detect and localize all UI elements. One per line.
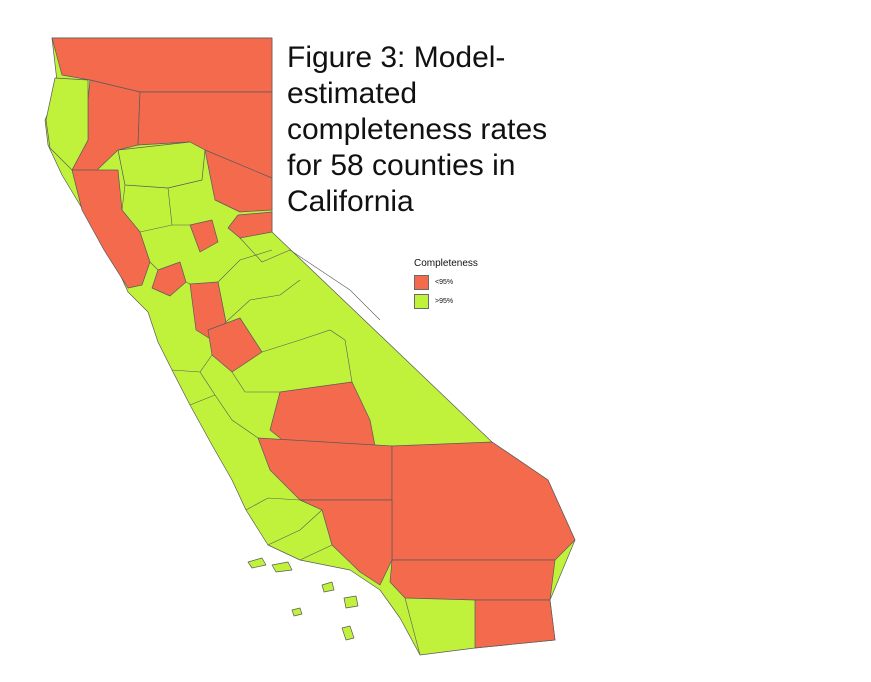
legend-title: Completeness	[414, 258, 478, 269]
county-los-angeles	[299, 499, 393, 586]
island-3	[321, 581, 335, 593]
legend-label-low: <95%	[435, 279, 454, 286]
legend-item-high: >95%	[414, 292, 478, 311]
legend-swatch-low	[414, 275, 429, 290]
county-tehama-glenn	[117, 141, 206, 189]
legend-swatch-high	[414, 294, 429, 309]
island-1	[247, 557, 267, 569]
island-5	[291, 607, 303, 617]
county-mendocino-sonoma	[71, 169, 151, 289]
legend-label-high: >95%	[435, 298, 454, 305]
county-stanislaus	[207, 317, 263, 373]
island-2	[271, 561, 293, 573]
county-nevada-placer	[227, 211, 273, 239]
legend-item-low: <95%	[414, 273, 478, 292]
county-san-bernardino	[391, 441, 576, 561]
county-boundaries	[121, 184, 421, 656]
county-riverside	[389, 559, 556, 601]
island-6	[341, 625, 355, 641]
county-imperial	[474, 599, 556, 649]
island-4	[343, 595, 359, 609]
figure-title: Figure 3: Model- estimated completeness …	[287, 41, 548, 218]
map-legend: Completeness <95% >95%	[414, 258, 478, 311]
county-plumas	[204, 149, 273, 213]
county-napa	[151, 261, 187, 297]
county-el-dorado	[189, 219, 219, 253]
